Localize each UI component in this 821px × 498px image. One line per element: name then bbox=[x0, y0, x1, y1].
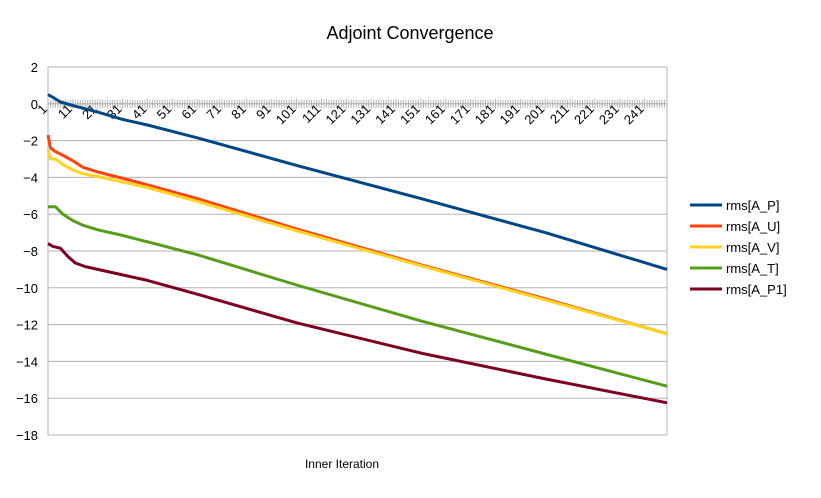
y-tick-label: 2 bbox=[31, 60, 38, 75]
legend: rms[A_P] rms[A_U] rms[A_V] rms[A_T] rms[A_P1… bbox=[690, 198, 787, 297]
legend-label: rms[A_U] bbox=[726, 219, 780, 234]
x-axis-title: Inner Iteration bbox=[305, 457, 379, 471]
x-tick-label: 81 bbox=[228, 101, 249, 122]
legend-label: rms[A_P] bbox=[726, 198, 779, 213]
x-tick-label: 91 bbox=[253, 101, 274, 122]
legend-label: rms[A_P1] bbox=[726, 282, 787, 297]
y-tick-label: −8 bbox=[23, 244, 38, 259]
plot-series bbox=[46, 93, 668, 405]
x-tick-label: 51 bbox=[154, 101, 175, 122]
y-tick-label: −16 bbox=[16, 391, 38, 406]
y-tick-label: −10 bbox=[16, 281, 38, 296]
y-tick-label: −2 bbox=[23, 134, 38, 149]
x-tick-label: 41 bbox=[129, 101, 150, 122]
legend-label: rms[A_V] bbox=[726, 240, 779, 255]
series-line-2 bbox=[46, 149, 668, 336]
series-line-0 bbox=[47, 93, 668, 271]
series-line-4 bbox=[47, 242, 668, 405]
x-tick-label: 71 bbox=[203, 101, 224, 122]
x-tick-label: 211 bbox=[547, 101, 572, 126]
x-tick-label: 61 bbox=[178, 101, 199, 122]
y-tick-label: −12 bbox=[16, 318, 38, 333]
gridlines bbox=[47, 66, 668, 436]
y-tick-label: 0 bbox=[31, 97, 38, 112]
y-tick-label: −4 bbox=[23, 170, 38, 185]
y-tick-label: −6 bbox=[23, 207, 38, 222]
series-line-3 bbox=[48, 205, 668, 388]
y-tick-label: −14 bbox=[16, 354, 38, 369]
y-tick-label: −18 bbox=[16, 428, 38, 443]
x-tick-label: 111 bbox=[299, 101, 324, 126]
y-axis: 2 0 −2 −4 −6 −8 −10 −12 −14 −16 −18 bbox=[16, 60, 38, 443]
legend-label: rms[A_T] bbox=[726, 261, 779, 276]
chart-title: Adjoint Convergence bbox=[326, 23, 493, 43]
